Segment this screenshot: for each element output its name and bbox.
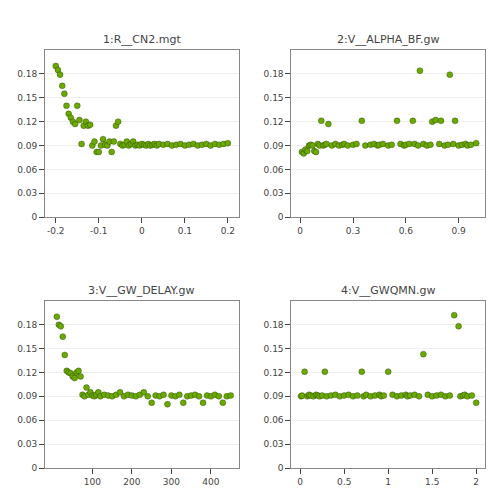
- svg-text:0.2: 0.2: [221, 226, 235, 236]
- svg-text:200: 200: [123, 477, 140, 487]
- svg-text:0: 0: [278, 463, 284, 473]
- svg-text:0: 0: [31, 463, 37, 473]
- svg-text:0.06: 0.06: [17, 415, 37, 425]
- svg-text:0.15: 0.15: [264, 93, 284, 103]
- svg-text:0.09: 0.09: [264, 391, 284, 401]
- svg-text:0.15: 0.15: [17, 93, 37, 103]
- svg-text:0.3: 0.3: [346, 226, 360, 236]
- svg-text:0.06: 0.06: [264, 165, 284, 175]
- svg-text:-0.1: -0.1: [90, 226, 108, 236]
- svg-text:3:V__GW_DELAY.gw: 3:V__GW_DELAY.gw: [88, 284, 195, 297]
- svg-text:0.9: 0.9: [451, 226, 466, 236]
- svg-text:0: 0: [278, 212, 284, 222]
- svg-text:0.6: 0.6: [399, 226, 414, 236]
- svg-text:0: 0: [139, 226, 145, 236]
- svg-text:1: 1: [385, 477, 391, 487]
- svg-text:0.12: 0.12: [17, 368, 37, 378]
- svg-text:0: 0: [297, 477, 303, 487]
- svg-text:0.12: 0.12: [264, 368, 284, 378]
- svg-text:100: 100: [84, 477, 101, 487]
- svg-text:0.18: 0.18: [264, 69, 284, 79]
- svg-text:0.18: 0.18: [17, 69, 37, 79]
- svg-text:300: 300: [163, 477, 180, 487]
- svg-text:0: 0: [31, 212, 37, 222]
- svg-text:0.09: 0.09: [264, 141, 284, 151]
- svg-text:0.06: 0.06: [264, 415, 284, 425]
- svg-text:0.03: 0.03: [17, 188, 37, 198]
- svg-text:0.09: 0.09: [17, 141, 37, 151]
- svg-text:0.1: 0.1: [178, 226, 192, 236]
- svg-text:2:V__ALPHA_BF.gw: 2:V__ALPHA_BF.gw: [337, 33, 439, 46]
- svg-text:0.15: 0.15: [17, 344, 37, 354]
- svg-text:0.03: 0.03: [17, 439, 37, 449]
- svg-text:1:R__CN2.mgt: 1:R__CN2.mgt: [103, 33, 181, 46]
- svg-text:0.03: 0.03: [264, 439, 284, 449]
- svg-text:400: 400: [202, 477, 219, 487]
- svg-text:0.18: 0.18: [17, 320, 37, 330]
- svg-text:0.12: 0.12: [264, 117, 284, 127]
- svg-text:0.12: 0.12: [17, 117, 37, 127]
- svg-text:0: 0: [297, 226, 303, 236]
- svg-text:0.5: 0.5: [337, 477, 351, 487]
- svg-text:4:V__GWQMN.gw: 4:V__GWQMN.gw: [341, 284, 435, 297]
- svg-text:0.18: 0.18: [264, 320, 284, 330]
- svg-text:0.03: 0.03: [264, 188, 284, 198]
- svg-text:0.15: 0.15: [264, 344, 284, 354]
- svg-text:1.5: 1.5: [425, 477, 439, 487]
- svg-text:-0.2: -0.2: [47, 226, 65, 236]
- svg-text:2: 2: [473, 477, 479, 487]
- svg-text:0.06: 0.06: [17, 165, 37, 175]
- svg-text:0.09: 0.09: [17, 391, 37, 401]
